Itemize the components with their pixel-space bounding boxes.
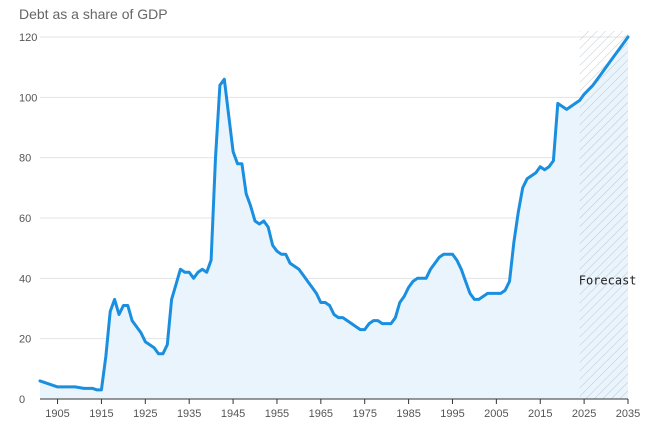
y-tick-label: 20: [19, 334, 31, 346]
chart-title: Debt as a share of GDP: [19, 6, 168, 22]
y-tick-label: 0: [19, 394, 25, 406]
x-tick-label: 2005: [484, 408, 508, 420]
y-tick-label: 60: [19, 213, 31, 225]
forecast-band: [579, 31, 628, 399]
x-tick-label: 1965: [309, 408, 333, 420]
x-tick-label: 1985: [396, 408, 420, 420]
x-tick-label: 1915: [89, 408, 113, 420]
y-tick-label: 100: [19, 92, 37, 104]
x-tick-label: 2025: [572, 408, 596, 420]
y-tick-label: 120: [19, 32, 37, 44]
x-tick-label: 1955: [265, 408, 289, 420]
x-tick-label: 1975: [352, 408, 376, 420]
x-tick-label: 1995: [440, 408, 464, 420]
x-axis: 1905 1915 1925 1935 1945 1955 1965 1975 1985 1995…: [45, 399, 640, 420]
x-tick-label: 1925: [133, 408, 157, 420]
x-tick-label: 1935: [177, 408, 201, 420]
series-line: [38, 35, 630, 392]
x-tick-label: 2015: [528, 408, 552, 420]
area-fill: [40, 37, 628, 399]
y-tick-label: 80: [19, 153, 31, 165]
x-tick-label: 2035: [616, 408, 640, 420]
forecast-label: Forecast: [579, 273, 637, 287]
x-tick-label: 1905: [45, 408, 69, 420]
y-axis: 0 20 40 60 80 100 120: [19, 32, 37, 406]
y-tick-label: 40: [19, 273, 31, 285]
x-tick-label: 1945: [221, 408, 245, 420]
